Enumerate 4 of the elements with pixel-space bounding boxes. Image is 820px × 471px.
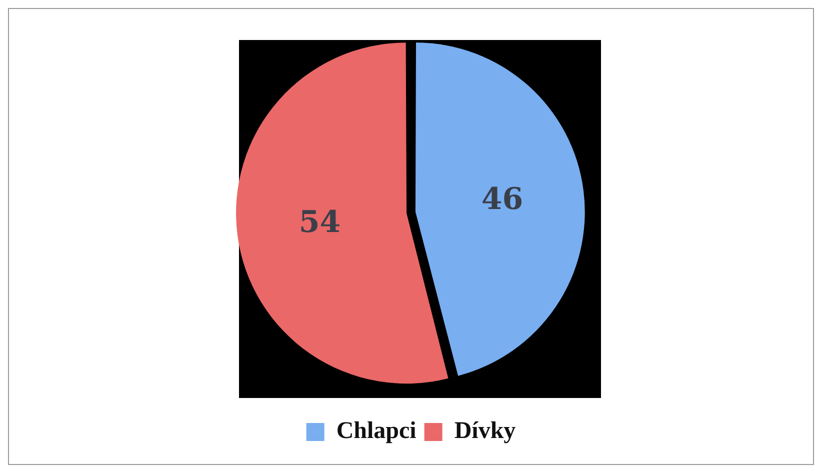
data-label: 46	[481, 182, 524, 217]
legend-label: Chlapci	[336, 418, 417, 444]
legend-label: Dívky	[454, 418, 516, 444]
data-label: 54	[298, 204, 341, 240]
